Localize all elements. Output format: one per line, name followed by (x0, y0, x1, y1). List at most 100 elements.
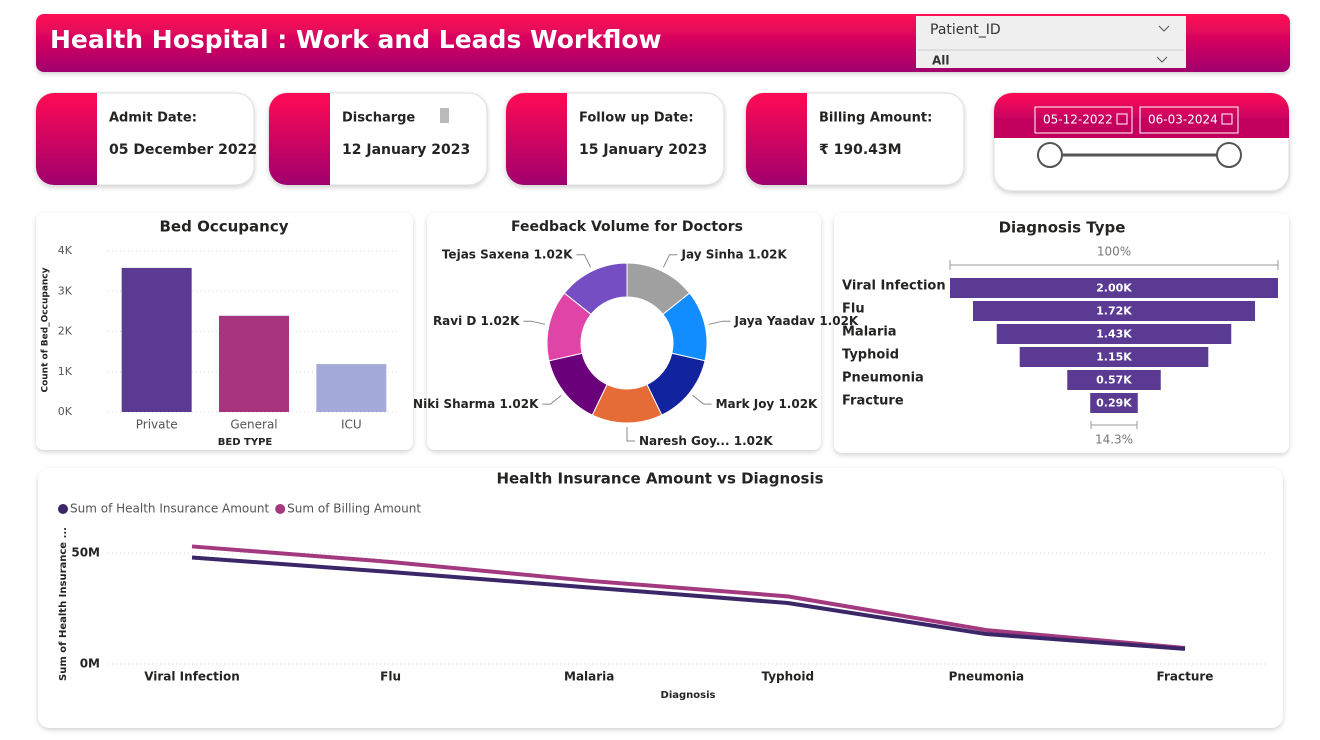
calendar-icon (1116, 113, 1128, 125)
funnel-bracket (949, 260, 1279, 270)
funnel-bracket (1090, 421, 1138, 429)
funnel-category: Viral Infection (842, 279, 946, 294)
end-date: 06-03-2024 (1148, 113, 1218, 127)
donut-label: Jaya Yaadav 1.02K (734, 314, 859, 328)
funnel-bar (950, 278, 1278, 298)
x-tick-label: Flu (380, 670, 401, 684)
kpi-accent (536, 93, 567, 185)
slider-handle[interactable] (1216, 142, 1242, 168)
funnel-bar (1019, 347, 1209, 367)
chart-title: Health Insurance Amount vs Diagnosis (496, 470, 823, 488)
kpi-label: Billing Amount: (819, 111, 932, 126)
funnel-category: Typhoid (842, 348, 899, 363)
series-line (191, 555, 1186, 651)
slice-value: 1.02K (499, 397, 539, 411)
slice-name: Jaya Yaadav (734, 314, 816, 328)
donut-label: Naresh Goy... 1.02K (639, 434, 773, 448)
kpi-label: Discharge (342, 111, 415, 126)
bar (316, 364, 387, 412)
funnel-bar (1090, 393, 1138, 413)
leader-line (692, 394, 712, 405)
funnel-value: 0.57K (1096, 374, 1132, 387)
funnel-value: 0.29K (1096, 397, 1132, 410)
funnel-category: Fracture (842, 394, 904, 409)
kpi-accent (776, 93, 807, 185)
bar (121, 267, 192, 412)
start-date: 05-12-2022 (1043, 113, 1113, 127)
funnel-value: 1.43K (1096, 328, 1132, 341)
slider-handle[interactable] (1037, 142, 1063, 168)
kpi-value: 05 December 2022 (109, 142, 257, 158)
y-tick-label: 4K (58, 244, 73, 257)
slice-name: Jay Sinha (681, 247, 744, 261)
y-tick-label: 0K (58, 405, 73, 418)
donut-label: Ravi D 1.02K (433, 314, 520, 328)
leader-line (708, 320, 731, 325)
slicer-top (994, 118, 1289, 138)
calendar-icon (1221, 113, 1233, 125)
filter-value: All (932, 54, 950, 68)
series-line (191, 544, 1186, 651)
leader-line (523, 320, 546, 325)
x-tick-label: Pneumonia (949, 670, 1025, 684)
donut-label: Tejas Saxena 1.02K (442, 247, 573, 261)
funnel-bar (996, 324, 1232, 344)
panel (38, 468, 1283, 728)
donut-label: Jay Sinha 1.02K (681, 247, 788, 261)
y-tick-label: 50M (71, 546, 100, 560)
filter-label: Patient_ID (930, 22, 1001, 38)
y-axis-label: Count of Bed_Occupancy (41, 267, 51, 392)
date-box[interactable] (1034, 106, 1133, 134)
kpi-label: Admit Date: (109, 111, 197, 126)
legend-label: Sum of Billing Amount (287, 502, 421, 516)
funnel-bar (1067, 370, 1161, 390)
date-slicer[interactable]: 05-12-2022 06-03-2024 (993, 92, 1290, 192)
funnel-value: 2.00K (1096, 282, 1132, 295)
x-tick-label: Fracture (1157, 670, 1214, 684)
x-tick-label: Malaria (564, 670, 614, 684)
funnel-bar (972, 301, 1256, 321)
x-tick-label: Typhoid (761, 670, 814, 684)
y-tick-label: 0M (80, 657, 100, 671)
x-tick-label: ICU (341, 418, 362, 432)
chart-title: Bed Occupancy (160, 218, 289, 236)
slice-name: Naresh Goy... (639, 434, 730, 448)
funnel-top-label: 100% (1097, 245, 1131, 259)
chart-title: Diagnosis Type (999, 219, 1126, 237)
leader-line (576, 254, 592, 268)
funnel-category: Pneumonia (842, 371, 924, 386)
chevron (1158, 25, 1170, 32)
leader-line (626, 427, 635, 442)
chevron (1156, 56, 1168, 63)
legend-label: Sum of Health Insurance Amount (70, 502, 269, 516)
funnel-value: 1.72K (1096, 305, 1132, 318)
legend-marker (58, 504, 68, 514)
y-tick-label: 1K (58, 365, 73, 378)
slice-value: 1.02K (748, 247, 788, 261)
page-title: Health Hospital : Work and Leads Workflo… (50, 25, 662, 54)
slice-value: 1.02K (481, 314, 521, 328)
funnel-value: 1.15K (1096, 351, 1132, 364)
date-box[interactable] (1139, 106, 1239, 134)
slice-name: Tejas Saxena (442, 247, 530, 261)
y-tick-label: 3K (58, 284, 73, 297)
donut-slice (563, 262, 628, 316)
kpi-value: 12 January 2023 (342, 142, 470, 158)
x-axis-label: Diagnosis (661, 690, 716, 701)
panel (427, 213, 821, 450)
slice-value: 1.02K (534, 247, 574, 261)
y-tick-label: 2K (58, 325, 73, 338)
leader-line (542, 394, 562, 405)
filter-dropdown[interactable] (916, 16, 1186, 68)
x-axis-label: BED TYPE (218, 437, 273, 448)
bar (219, 315, 289, 412)
slice-value: 1.02K (819, 314, 859, 328)
slice-name: Mark Joy (716, 397, 775, 411)
funnel-category: Malaria (842, 325, 897, 340)
funnel-bottom-label: 14.3% (1095, 433, 1133, 447)
card-marker (440, 108, 449, 123)
donut-label: Niki Sharma 1.02K (413, 397, 539, 411)
kpi-value: ₹ 190.43M (819, 142, 902, 158)
slice-value: 1.02K (778, 397, 818, 411)
